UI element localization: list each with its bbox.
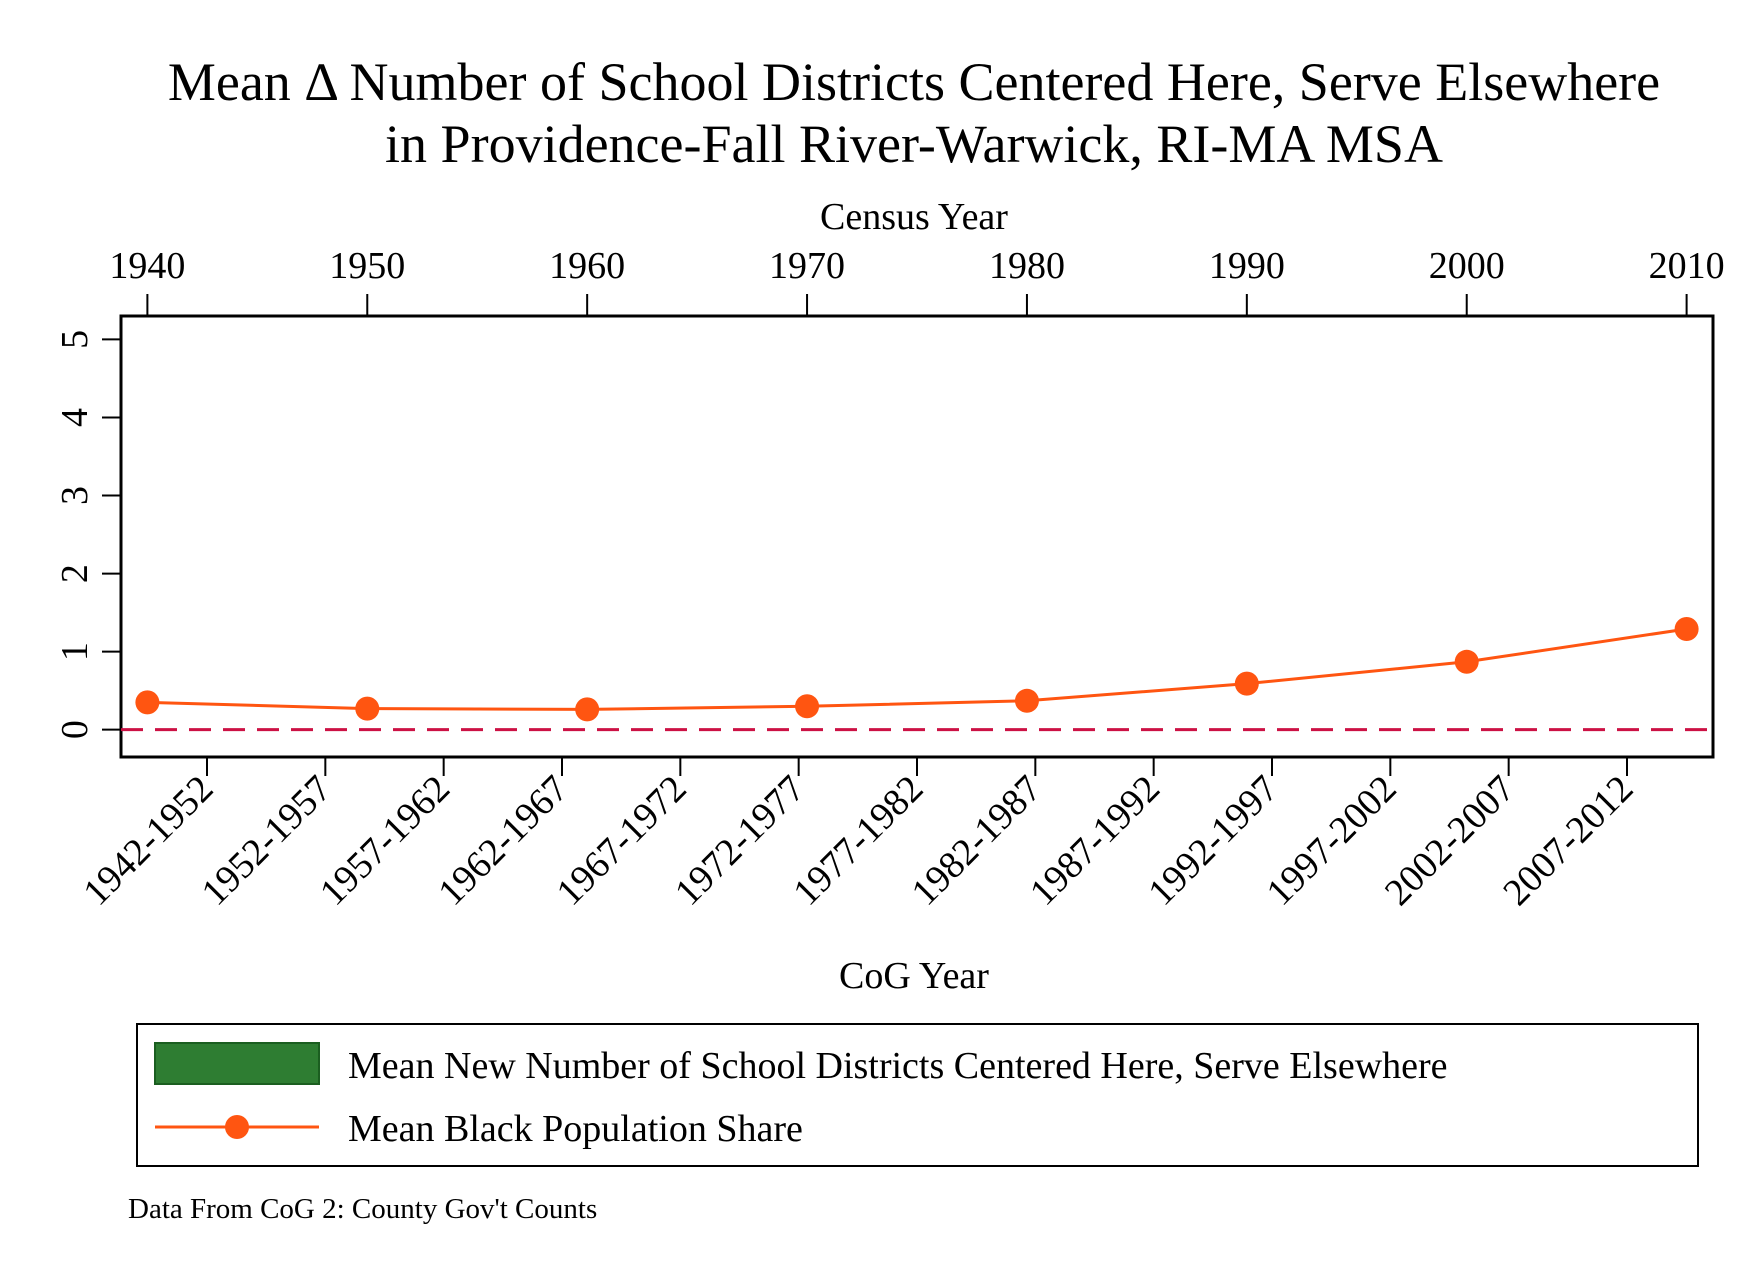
series-point <box>795 694 820 719</box>
y-tick-label: 3 <box>54 486 96 505</box>
top-tick-label: 2000 <box>1429 245 1505 287</box>
bottom-tick-label: 1952-1957 <box>194 768 340 914</box>
series-line <box>147 627 1687 711</box>
y-tick-label: 4 <box>54 408 96 427</box>
legend-box <box>136 1023 1699 1167</box>
chart-title-line2: in Providence-Fall River-Warwick, RI-MA … <box>385 114 1443 174</box>
y-tick-label: 2 <box>54 564 96 583</box>
y-tick-label: 1 <box>54 642 96 661</box>
y-tick-label: 5 <box>54 330 96 349</box>
top-tick-label: 1950 <box>329 245 405 287</box>
legend: Mean New Number of School Districts Cent… <box>136 1023 1699 1167</box>
series-point <box>355 696 380 721</box>
bottom-tick-label: 1942-1952 <box>75 768 221 914</box>
top-tick-label: 1970 <box>769 245 845 287</box>
y-tick-label: 0 <box>54 720 96 739</box>
top-tick-label: 1940 <box>109 245 185 287</box>
legend-marker-swatch <box>225 1115 249 1139</box>
chart-title-line1: Mean Δ Number of School Districts Center… <box>168 52 1660 112</box>
series-point <box>1234 671 1259 696</box>
x-axis-label: CoG Year <box>839 955 989 997</box>
top-axis-label: Census Year <box>820 196 1008 238</box>
bottom-tick-label: 1992-1997 <box>1140 768 1286 914</box>
bottom-tick-label: 2002-2007 <box>1377 768 1523 914</box>
bottom-tick-label: 1967-1972 <box>549 768 695 914</box>
bottom-tick-label: 1962-1967 <box>430 768 576 914</box>
series-point <box>1454 649 1479 674</box>
bottom-tick-label: 1957-1962 <box>312 768 458 914</box>
legend-bar-swatch <box>154 1042 320 1085</box>
bottom-tick-label: 2007-2012 <box>1495 768 1641 914</box>
series-layer <box>135 616 1699 722</box>
top-axis-ticks: 1940 1950 1960 1970 1980 1990 2000 2010 <box>109 245 1725 316</box>
legend-label-bars: Mean New Number of School Districts Cent… <box>348 1045 1448 1087</box>
bottom-tick-label: 1977-1982 <box>785 768 931 914</box>
top-tick-label: 1980 <box>989 245 1065 287</box>
top-tick-label: 1960 <box>549 245 625 287</box>
top-tick-label: 2010 <box>1649 245 1725 287</box>
source-note: Data From CoG 2: County Gov't Counts <box>128 1193 597 1225</box>
top-tick-label: 1990 <box>1209 245 1285 287</box>
bottom-tick-label: 1997-2002 <box>1259 768 1405 914</box>
series-point <box>575 697 600 722</box>
bottom-axis-ticks: 1942-19521952-19571957-19621962-19671967… <box>75 757 1641 914</box>
series-point <box>1014 688 1039 713</box>
series-point <box>135 690 160 715</box>
bottom-tick-label: 1982-1987 <box>904 768 1050 914</box>
bottom-tick-label: 1972-1977 <box>667 768 813 914</box>
y-axis-ticks: 0 1 2 3 4 5 <box>54 330 121 739</box>
legend-label-line: Mean Black Population Share <box>348 1108 803 1150</box>
series-point <box>1674 616 1699 641</box>
plot-frame <box>119 314 1715 759</box>
bottom-tick-label: 1987-1992 <box>1022 768 1168 914</box>
